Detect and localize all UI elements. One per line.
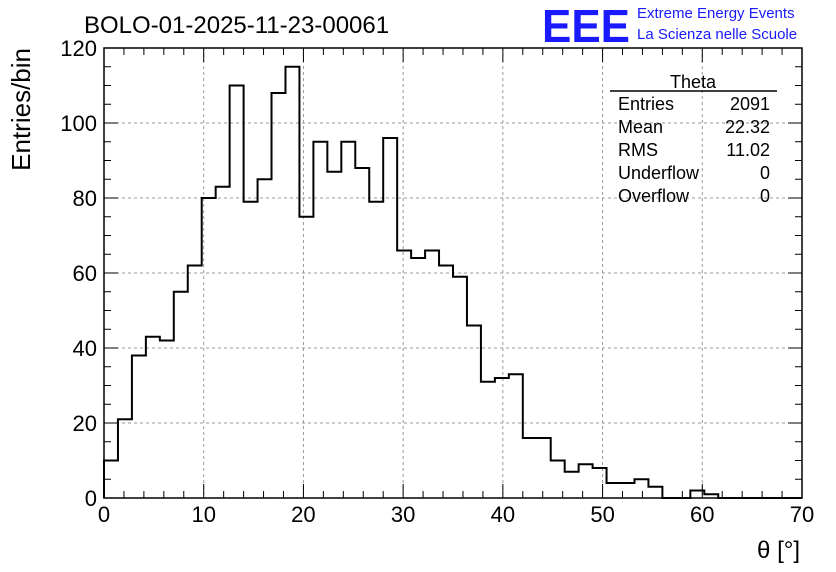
y-tick-label: 100 <box>60 111 97 136</box>
y-tick-label: 0 <box>85 486 97 511</box>
histogram-bin <box>634 479 648 498</box>
histogram-bin <box>453 277 467 498</box>
eee-logo: EEE Extreme Energy Events La Scienza nel… <box>542 0 797 52</box>
histogram-bin <box>648 487 662 498</box>
stats-row-label: Entries <box>618 94 674 114</box>
x-tick-label: 60 <box>690 502 714 527</box>
stats-row-value: 2091 <box>730 94 770 114</box>
stats-row-value: 22.32 <box>725 117 770 137</box>
histogram-bin <box>355 168 369 498</box>
histogram-bin <box>174 292 188 498</box>
y-tick-label: 120 <box>60 36 97 61</box>
x-tick-label: 20 <box>291 502 315 527</box>
histogram-bin <box>411 258 425 498</box>
histogram-bin <box>481 382 495 498</box>
histogram-bin <box>579 464 593 498</box>
histogram-bin <box>467 326 481 499</box>
histogram-bin <box>160 341 174 499</box>
eee-logo-line2: La Scienza nelle Scuole <box>637 26 797 43</box>
histogram-bin <box>607 483 621 498</box>
histogram-bin <box>299 217 313 498</box>
eee-logo-mark: EEE <box>542 0 630 52</box>
stats-box-title: Theta <box>670 72 717 92</box>
histogram-bin <box>132 356 146 499</box>
y-axis-label: Entries/bin <box>6 48 36 171</box>
stats-row-label: RMS <box>618 140 658 160</box>
histogram-bin <box>523 438 537 498</box>
x-tick-label: 40 <box>491 502 515 527</box>
histogram-bin <box>188 266 202 499</box>
stats-row-value: 0 <box>760 186 770 206</box>
y-tick-label: 80 <box>73 186 97 211</box>
histogram-bin <box>216 187 230 498</box>
histogram-bin <box>327 172 341 498</box>
histogram-bin <box>118 419 132 498</box>
stats-row-value: 11.02 <box>726 140 770 160</box>
histogram-bin <box>593 468 607 498</box>
histogram-bin <box>509 374 523 498</box>
stats-row-label: Mean <box>618 117 663 137</box>
histogram-bin <box>244 202 258 498</box>
stats-row-value: 0 <box>760 163 770 183</box>
histogram-bin <box>104 461 118 499</box>
histogram-bin <box>383 138 397 498</box>
stats-row-label: Underflow <box>618 163 700 183</box>
plot-frame <box>103 47 803 499</box>
tick-labels: 0 10 20 30 40 50 60 70 0 20 40 60 80 100 120 <box>60 36 814 527</box>
histogram-bin <box>369 202 383 498</box>
histogram-bin <box>537 438 551 498</box>
stats-box-rows: Entries 2091 Mean 22.32 RMS 11.02 Underflow 0 Ov… <box>618 94 770 206</box>
histogram-bin <box>397 251 411 499</box>
grid-lines <box>104 48 802 498</box>
x-tick-label: 70 <box>790 502 814 527</box>
x-tick-label: 0 <box>98 502 110 527</box>
y-tick-label: 40 <box>73 336 97 361</box>
histogram-bin <box>285 67 299 498</box>
histogram-bin <box>621 483 635 498</box>
histogram-series <box>103 65 802 499</box>
histogram-bin <box>313 142 327 498</box>
x-tick-label: 50 <box>590 502 614 527</box>
eee-logo-line1: Extreme Energy Events <box>637 5 795 22</box>
histogram-bin <box>258 179 272 498</box>
x-tick-label: 10 <box>191 502 215 527</box>
chart-title: BOLO-01-2025-11-23-00061 <box>84 12 389 39</box>
histogram-bin <box>439 266 453 499</box>
histogram-bin <box>565 472 579 498</box>
histogram-bin <box>272 93 286 498</box>
histogram-bin <box>551 461 565 499</box>
histogram-bin <box>495 378 509 498</box>
histogram-bin <box>341 142 355 498</box>
histogram-bin <box>690 491 704 499</box>
stats-box: Theta Entries 2091 Mean 22.32 RMS 11.02 Underf… <box>610 72 777 206</box>
histogram-bin <box>146 337 160 498</box>
stats-row-label: Overflow <box>618 186 690 206</box>
histogram-bin <box>230 86 244 499</box>
x-tick-label: 30 <box>391 502 415 527</box>
x-axis-label: θ [°] <box>757 537 800 564</box>
histogram-bin <box>425 251 439 499</box>
histogram-bin <box>202 198 216 498</box>
y-tick-label: 60 <box>73 261 97 286</box>
y-tick-label: 20 <box>73 411 97 436</box>
